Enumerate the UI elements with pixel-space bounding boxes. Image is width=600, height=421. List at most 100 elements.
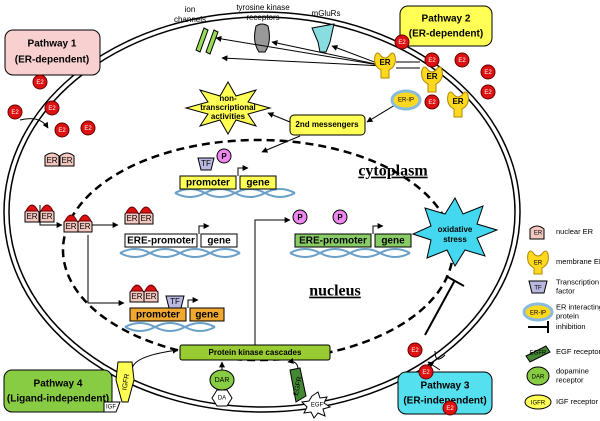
pathway-box: [397, 371, 493, 415]
inhibition: [424, 275, 465, 336]
symbol-label: ER-IP: [398, 98, 414, 104]
legend-icon-label: ER-IP: [530, 311, 546, 317]
pathway-box: [3, 369, 113, 413]
bound-estradiol: [64, 214, 78, 222]
promoter-label: ERE-promoter: [299, 236, 367, 247]
node-label: Protein kinase cascades: [209, 348, 302, 357]
symbol-label: ER: [126, 214, 137, 223]
symbol-label: E2: [398, 40, 406, 46]
node-label: transcriptional: [200, 103, 256, 112]
symbol-label: ER: [140, 214, 151, 223]
symbol-label: EGFR: [293, 376, 304, 396]
tss-arrow: [372, 223, 384, 234]
node-label: non-: [219, 94, 237, 103]
bound-estradiol: [25, 204, 39, 212]
receptor-label: ion: [185, 5, 196, 14]
gene-box: [239, 175, 277, 190]
legend-icon: [526, 366, 550, 386]
arrow: [427, 361, 441, 371]
legend-label: nuclear ER: [556, 227, 594, 236]
tf: [165, 295, 185, 309]
legend-icon: [527, 250, 549, 275]
symbol-label: P: [221, 152, 227, 161]
symbol-label: E2: [484, 90, 492, 96]
phosphate: [332, 209, 348, 225]
symbol-label: ER: [131, 292, 142, 301]
bound-estradiol: [125, 206, 139, 214]
egf: [300, 391, 332, 419]
symbol-label: E2: [36, 80, 44, 86]
dna: [174, 188, 296, 198]
symbol-label: EGF: [311, 403, 324, 409]
legend-icon-label: IGFR: [531, 401, 546, 407]
symbol-label: E2: [428, 58, 436, 64]
receptor-label: mGluRs: [312, 9, 341, 18]
compartment-label: nucleus: [309, 283, 361, 300]
estradiol: [407, 342, 423, 358]
tss-arrow: [237, 165, 249, 176]
dna: [289, 248, 411, 258]
gene-box: [189, 307, 225, 322]
igf: [103, 401, 121, 413]
legend-label: receptor: [556, 375, 584, 384]
arrow: [434, 350, 446, 360]
symbol-label: ER: [61, 156, 72, 165]
arrow: [267, 112, 291, 123]
dna: [124, 322, 216, 332]
tf: [197, 157, 215, 171]
er-ip: [390, 89, 422, 111]
estradiol: [32, 74, 48, 90]
bound-estradiol: [139, 206, 153, 214]
pathway-box: [399, 5, 493, 47]
symbol-label: E2: [84, 126, 92, 132]
symbol-label: TF: [201, 159, 211, 168]
legend-label: dopamine: [556, 366, 589, 375]
symbol-label: ER: [379, 58, 390, 67]
egfr: [289, 367, 307, 403]
arrow: [131, 347, 179, 371]
node-label: oxidative: [438, 225, 473, 234]
estradiol: [44, 100, 60, 116]
estradiol: [394, 34, 410, 50]
symbol-label: DAR: [215, 377, 230, 384]
arrow: [221, 55, 386, 67]
legend-icon-label: DAR: [532, 375, 545, 381]
estradiol: [54, 122, 70, 138]
gene-label: gene: [246, 178, 270, 189]
symbol-label: E2: [11, 110, 19, 116]
bound-estradiol: [144, 284, 158, 292]
legend-icon-label: ER: [534, 231, 543, 237]
tyrosine-kinase-receptor: [254, 23, 270, 53]
promoter-label: promoter: [136, 310, 180, 321]
nuclear-er: [44, 152, 60, 167]
cell-membrane-inner: [8, 16, 516, 408]
legend-label: protein: [556, 311, 579, 320]
legend-label: Transcription: [556, 277, 599, 286]
promoter-box: [179, 175, 237, 190]
estradiol: [418, 364, 434, 380]
receptor-label: tyrosine kinase: [236, 3, 290, 12]
symbol-label: ER: [41, 212, 52, 221]
arrow: [19, 118, 49, 129]
estradiol: [424, 52, 440, 68]
promoter-box: [294, 233, 372, 248]
pathway-title: Pathway 3: [421, 381, 470, 392]
legend-icon: [522, 302, 554, 322]
pathway-title: Pathway 2: [422, 14, 471, 25]
gene-label: gene: [381, 236, 405, 247]
estradiol: [424, 94, 440, 110]
oxidative-stress-burst: [411, 196, 499, 268]
pathway-subtitle: (ER-independent): [403, 396, 486, 407]
legend-icon: [525, 345, 551, 363]
bound-estradiol: [130, 284, 144, 292]
gene-label: gene: [207, 236, 231, 247]
compartment-label: cytoplasm: [358, 163, 428, 180]
phosphate: [216, 148, 232, 164]
legend-icon: [529, 225, 545, 240]
symbol-label: E2: [458, 58, 466, 64]
symbol-label: E2: [422, 370, 430, 376]
estradiol: [442, 400, 458, 416]
symbol-label: ER: [145, 292, 156, 301]
gene-label: gene: [195, 310, 219, 321]
